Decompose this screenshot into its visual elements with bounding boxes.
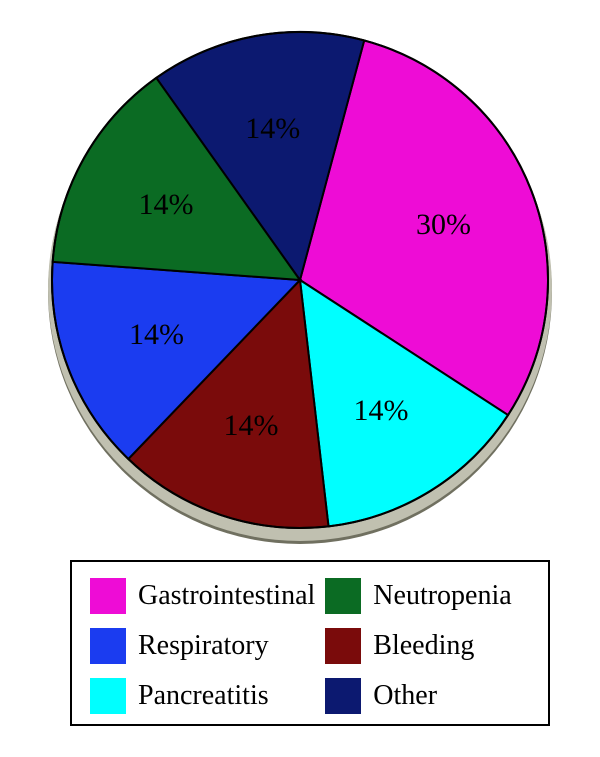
legend-swatch-neutropenia (325, 578, 361, 614)
legend-swatch-gastrointestinal (90, 578, 126, 614)
legend-item-gastrointestinal: Gastrointestinal (90, 578, 315, 614)
legend-label-other: Other (373, 680, 437, 712)
legend-item-neutropenia: Neutropenia (325, 578, 530, 614)
legend-swatch-bleeding (325, 628, 361, 664)
legend-swatch-respiratory (90, 628, 126, 664)
legend-label-bleeding: Bleeding (373, 630, 474, 662)
pie-slice-label-neutropenia: 14% (139, 188, 194, 222)
legend-swatch-other (325, 678, 361, 714)
legend-label-neutropenia: Neutropenia (373, 580, 511, 612)
legend-label-pancreatitis: Pancreatitis (138, 680, 269, 712)
pie-slice-label-pancreatitis: 14% (354, 394, 409, 428)
legend-item-respiratory: Respiratory (90, 628, 315, 664)
legend: Gastrointestinal Neutropenia Respiratory Bl… (70, 560, 550, 726)
pie-chart: 30% 14% 14% 14% 14% 14% (0, 0, 600, 560)
pie-chart-svg (0, 0, 600, 560)
legend-label-respiratory: Respiratory (138, 630, 269, 662)
legend-label-gastrointestinal: Gastrointestinal (138, 580, 315, 612)
legend-item-bleeding: Bleeding (325, 628, 530, 664)
figure-container: 30% 14% 14% 14% 14% 14% Gastrointestinal Neutr… (0, 0, 600, 757)
legend-swatch-pancreatitis (90, 678, 126, 714)
pie-slice-label-gastrointestinal: 30% (416, 208, 471, 242)
pie-slice-label-respiratory: 14% (129, 318, 184, 352)
legend-item-pancreatitis: Pancreatitis (90, 678, 315, 714)
pie-slice-label-other: 14% (245, 112, 300, 146)
pie-slice-label-bleeding: 14% (223, 409, 278, 443)
legend-item-other: Other (325, 678, 530, 714)
